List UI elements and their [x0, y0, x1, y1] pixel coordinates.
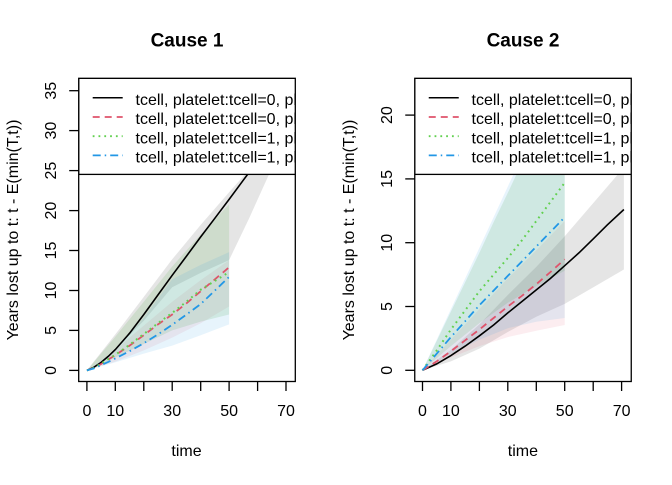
svg-text:0: 0 [379, 366, 396, 375]
svg-text:30: 30 [163, 403, 181, 420]
svg-text:15: 15 [43, 242, 60, 260]
svg-text:10: 10 [43, 282, 60, 300]
svg-text:tcell, platelet:tcell=0, plate: tcell, platelet:tcell=0, platelet [472, 111, 672, 128]
svg-text:20: 20 [43, 202, 60, 220]
svg-text:tcell, platelet:tcell=1, plate: tcell, platelet:tcell=1, platelet [136, 150, 337, 167]
svg-text:50: 50 [220, 403, 238, 420]
svg-text:time: time [171, 443, 201, 460]
svg-text:20: 20 [379, 106, 396, 124]
svg-text:time: time [508, 443, 538, 460]
svg-text:10: 10 [106, 403, 124, 420]
svg-text:50: 50 [556, 403, 574, 420]
svg-text:5: 5 [43, 326, 60, 335]
svg-text:0: 0 [418, 403, 427, 420]
svg-text:tcell, platelet:tcell=0, plate: tcell, platelet:tcell=0, platelet [136, 92, 337, 109]
svg-text:25: 25 [43, 162, 60, 180]
svg-text:30: 30 [499, 403, 517, 420]
svg-text:Years lost up to t: t - E(min(: Years lost up to t: t - E(min(T,t)) [5, 120, 22, 341]
svg-text:tcell, platelet:tcell=0, plate: tcell, platelet:tcell=0, platelet [472, 92, 672, 109]
svg-text:Cause 2: Cause 2 [487, 31, 560, 52]
svg-text:0: 0 [82, 403, 91, 420]
svg-text:tcell, platelet:tcell=1, plate: tcell, platelet:tcell=1, platelet [472, 150, 672, 167]
svg-text:0: 0 [43, 366, 60, 375]
svg-text:70: 70 [613, 403, 631, 420]
svg-text:30: 30 [43, 122, 60, 140]
svg-text:tcell, platelet:tcell=1, plate: tcell, platelet:tcell=1, platelet [136, 130, 337, 147]
svg-text:15: 15 [379, 170, 396, 188]
svg-text:5: 5 [379, 302, 396, 311]
svg-text:10: 10 [379, 234, 396, 252]
svg-text:Cause 1: Cause 1 [151, 31, 224, 52]
svg-text:Years lost up to t: t - E(min(: Years lost up to t: t - E(min(T,t)) [341, 120, 358, 341]
svg-text:tcell, platelet:tcell=0, plate: tcell, platelet:tcell=0, platelet [136, 111, 337, 128]
svg-text:35: 35 [43, 82, 60, 100]
svg-text:tcell, platelet:tcell=1, plate: tcell, platelet:tcell=1, platelet [472, 130, 672, 147]
svg-text:10: 10 [442, 403, 460, 420]
svg-text:70: 70 [277, 403, 295, 420]
